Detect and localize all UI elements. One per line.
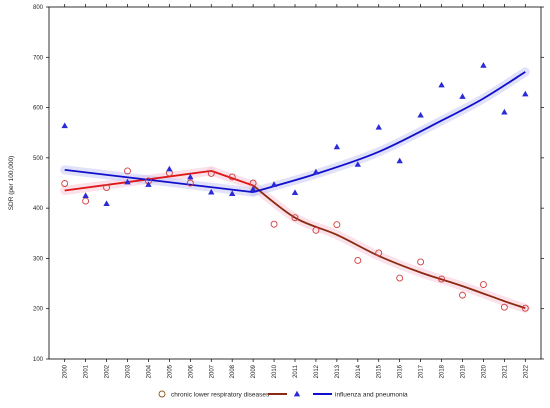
data-point-triangle	[187, 173, 194, 180]
data-point-circle	[396, 274, 404, 282]
data-point-triangle	[270, 181, 278, 187]
x-tick-label: 2015	[377, 364, 383, 378]
data-point-circle	[438, 275, 446, 283]
x-tick-label: 2013	[335, 364, 341, 378]
trend-line	[211, 170, 254, 187]
data-point-triangle	[145, 181, 152, 187]
data-point-circle	[82, 197, 90, 205]
data-point-circle	[291, 214, 299, 222]
y-tick-label: 800	[33, 5, 44, 11]
data-point-triangle	[312, 168, 320, 175]
y-tick-label: 300	[33, 256, 44, 262]
data-point-circle	[270, 220, 278, 228]
x-tick-label: 2003	[126, 364, 132, 378]
data-point-triangle	[103, 200, 110, 207]
legend-label-influenza: influenza and pneumonia	[335, 391, 408, 398]
data-point-triangle	[124, 178, 131, 185]
data-point-circle	[500, 303, 508, 311]
x-tick-label: 2011	[293, 364, 299, 378]
data-point-triangle	[228, 190, 236, 196]
x-tick-label: 2018	[440, 364, 446, 378]
data-point-circle	[312, 226, 320, 234]
data-point-circle	[521, 304, 529, 312]
x-tick-label: 2012	[314, 364, 320, 378]
x-tick-label: 2017	[419, 364, 425, 378]
x-tick-label: 2006	[188, 364, 194, 378]
trend-line	[252, 71, 526, 193]
x-tick-label: 2016	[398, 364, 404, 378]
data-point-triangle	[501, 108, 508, 115]
data-point-circle	[333, 221, 341, 229]
x-tick-label: 2005	[167, 364, 173, 378]
x-tick-label: 2010	[272, 364, 278, 378]
data-point-circle	[103, 184, 111, 191]
trend-line	[252, 184, 526, 310]
data-point-circle	[417, 258, 425, 266]
data-point-circle	[375, 249, 383, 257]
data-point-triangle	[396, 157, 403, 164]
x-tick-label: 2004	[146, 364, 152, 378]
legend: chronic lower respiratory diseases influ…	[158, 390, 408, 398]
legend-circle-icon	[158, 390, 166, 398]
legend-triangle-icon	[293, 390, 301, 397]
x-tick-label: 2020	[481, 364, 487, 378]
x-tick-label: 2021	[502, 364, 508, 378]
data-point-triangle	[480, 62, 487, 68]
data-point-triangle	[333, 143, 341, 150]
x-tick-label: 2002	[105, 364, 111, 378]
trend-line	[64, 169, 254, 193]
data-point-circle	[124, 167, 131, 175]
x-tick-label: 2019	[460, 364, 466, 378]
y-tick-label: 100	[33, 357, 44, 363]
data-point-triangle	[82, 192, 89, 198]
data-point-triangle	[166, 165, 173, 172]
x-tick-label: 2008	[230, 364, 236, 378]
data-point-circle	[459, 291, 466, 299]
data-point-triangle	[249, 185, 257, 192]
data-points	[61, 62, 529, 312]
data-point-circle	[479, 281, 487, 289]
data-point-triangle	[61, 122, 68, 129]
y-tick-label: 500	[33, 156, 44, 162]
x-tick-label: 2007	[209, 364, 215, 378]
y-tick-label: 700	[33, 55, 44, 61]
data-point-triangle	[522, 90, 529, 97]
x-tick-label: 2000	[63, 364, 69, 378]
data-point-triangle	[208, 188, 215, 195]
axis-ticks: 100 200 300 400 500 600 700 800 2000 2001 2002 2003…	[33, 4, 544, 378]
x-tick-label: 2009	[251, 364, 257, 378]
legend-label-copd: chronic lower respiratory diseases	[171, 391, 270, 398]
data-point-circle	[354, 256, 362, 264]
trend-line	[64, 170, 212, 192]
data-point-circle	[186, 179, 194, 187]
data-point-triangle	[291, 189, 299, 195]
trend-lines	[64, 71, 526, 310]
data-point-circle	[207, 169, 215, 177]
y-tick-label: 600	[33, 106, 44, 112]
data-point-triangle	[438, 81, 445, 88]
data-point-triangle	[375, 123, 382, 130]
data-point-circle	[228, 173, 236, 181]
data-point-triangle	[417, 111, 424, 118]
data-point-triangle	[354, 161, 362, 167]
x-tick-label: 2022	[523, 364, 529, 378]
y-tick-label: 400	[33, 206, 44, 212]
y-axis-title: SDR (per 100,000)	[8, 156, 15, 211]
data-point-triangle	[459, 93, 466, 99]
data-point-circle	[61, 180, 69, 187]
x-tick-label: 2014	[356, 364, 362, 378]
x-tick-label: 2001	[84, 364, 90, 378]
y-tick-label: 200	[33, 307, 44, 313]
